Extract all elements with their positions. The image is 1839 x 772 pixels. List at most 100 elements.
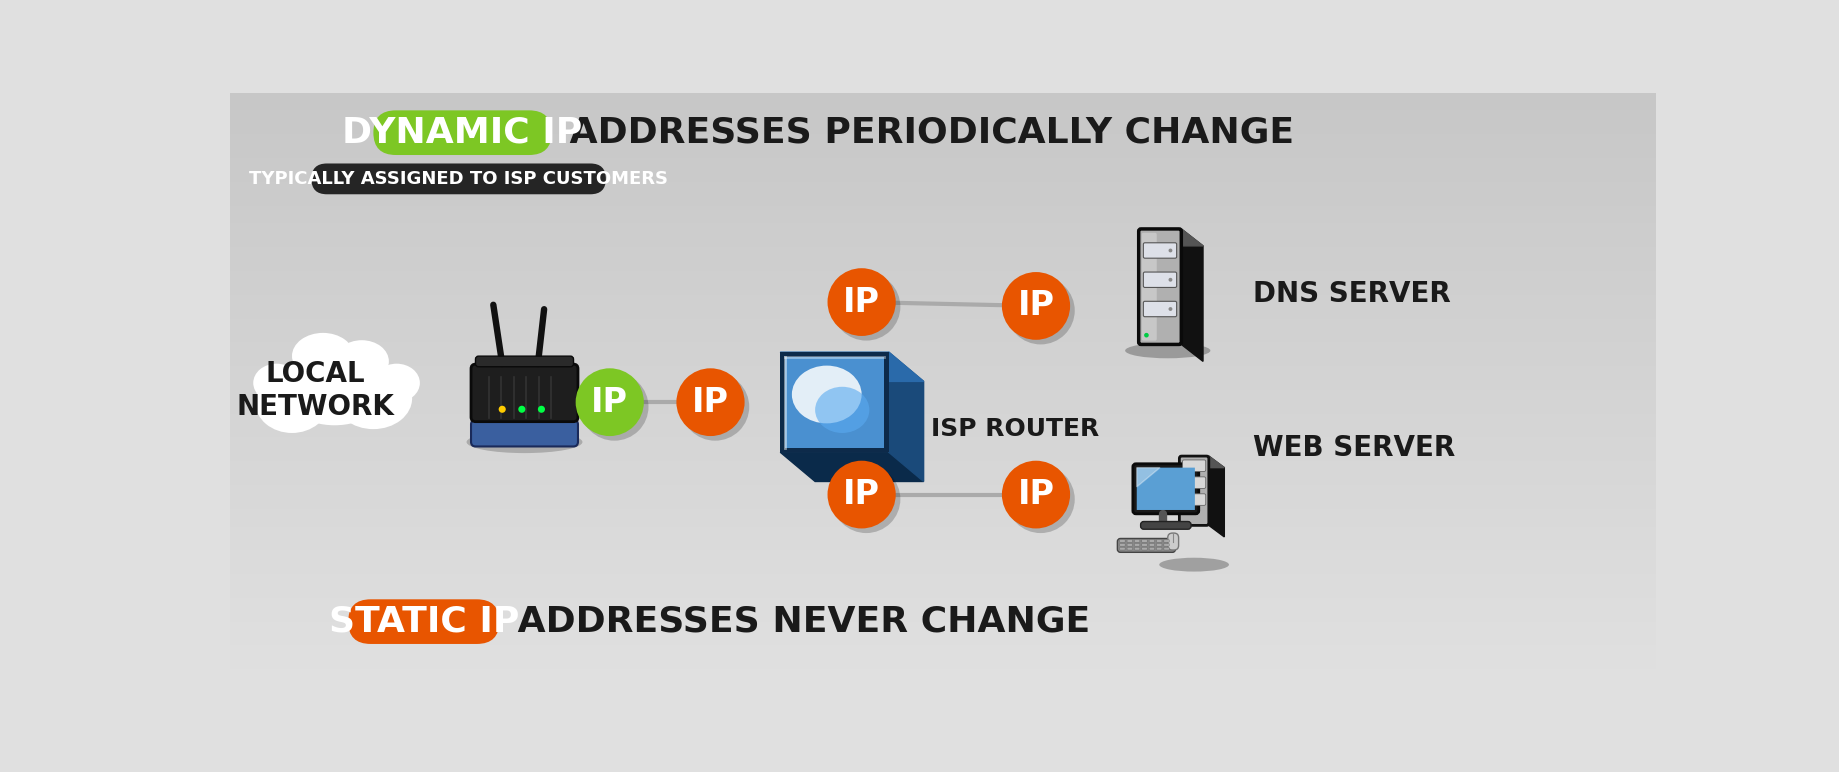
Ellipse shape (1159, 557, 1228, 571)
Bar (230, 93, 1655, 99)
Ellipse shape (280, 348, 388, 425)
Bar (230, 432, 1655, 438)
Bar (230, 152, 1655, 158)
Bar (230, 414, 1655, 420)
FancyBboxPatch shape (1168, 533, 1179, 550)
Bar (230, 117, 1655, 122)
Bar (230, 604, 1655, 610)
Bar (230, 259, 1655, 265)
Bar (230, 342, 1655, 348)
Bar (230, 306, 1655, 313)
Bar (230, 420, 1655, 425)
Text: IP: IP (1017, 290, 1054, 323)
Circle shape (1144, 333, 1148, 337)
FancyBboxPatch shape (1179, 456, 1208, 526)
Bar (230, 158, 1655, 164)
Bar (230, 122, 1655, 128)
FancyBboxPatch shape (1133, 464, 1197, 514)
Bar (230, 544, 1655, 550)
Circle shape (1002, 461, 1070, 529)
Bar (230, 229, 1655, 235)
Bar (230, 128, 1655, 134)
FancyBboxPatch shape (373, 110, 552, 155)
Bar (230, 610, 1655, 616)
Ellipse shape (467, 431, 583, 453)
Bar (230, 313, 1655, 319)
Text: ADDRESSES PERIODICALLY CHANGE: ADDRESSES PERIODICALLY CHANGE (557, 116, 1293, 150)
Bar (230, 283, 1655, 289)
Bar (230, 461, 1655, 467)
Bar (230, 265, 1655, 271)
Bar (230, 212, 1655, 218)
FancyBboxPatch shape (1182, 494, 1205, 506)
Bar (230, 497, 1655, 503)
FancyBboxPatch shape (1182, 477, 1205, 489)
FancyBboxPatch shape (474, 356, 574, 367)
Text: IP: IP (842, 286, 879, 319)
Bar (230, 360, 1655, 366)
FancyBboxPatch shape (1127, 547, 1131, 550)
Bar (230, 200, 1655, 205)
Bar (230, 141, 1655, 146)
Bar (230, 408, 1655, 414)
Polygon shape (1208, 456, 1223, 537)
Ellipse shape (335, 367, 412, 429)
Bar (230, 247, 1655, 253)
FancyBboxPatch shape (1149, 547, 1153, 550)
FancyBboxPatch shape (1120, 543, 1124, 546)
FancyBboxPatch shape (311, 164, 605, 195)
Bar (230, 485, 1655, 491)
Bar (230, 455, 1655, 461)
Polygon shape (1181, 229, 1203, 361)
FancyBboxPatch shape (1135, 547, 1138, 550)
Ellipse shape (791, 366, 861, 423)
Bar (230, 586, 1655, 592)
Circle shape (831, 466, 899, 533)
Bar (230, 295, 1655, 300)
Bar (230, 401, 1655, 408)
Ellipse shape (256, 371, 329, 433)
Bar (230, 491, 1655, 497)
FancyBboxPatch shape (1182, 460, 1205, 472)
Circle shape (1168, 307, 1171, 311)
FancyBboxPatch shape (1157, 543, 1160, 546)
Text: WEB SERVER: WEB SERVER (1252, 435, 1455, 462)
Text: LOCAL
NETWORK: LOCAL NETWORK (235, 361, 394, 421)
Text: ISP ROUTER: ISP ROUTER (931, 417, 1100, 441)
Bar (230, 170, 1655, 176)
Polygon shape (1138, 229, 1203, 245)
Bar (230, 319, 1655, 324)
FancyBboxPatch shape (471, 364, 577, 422)
Text: IP: IP (691, 386, 728, 418)
Circle shape (519, 406, 526, 413)
Text: IP: IP (1017, 478, 1054, 511)
Ellipse shape (1124, 343, 1210, 358)
FancyBboxPatch shape (1157, 540, 1160, 542)
Bar (230, 527, 1655, 533)
FancyBboxPatch shape (1157, 547, 1160, 550)
Bar (230, 438, 1655, 443)
Bar (230, 520, 1655, 527)
Bar (230, 449, 1655, 455)
Bar (230, 652, 1655, 657)
Bar (230, 277, 1655, 283)
Bar (230, 146, 1655, 152)
Polygon shape (780, 352, 923, 381)
Bar (230, 289, 1655, 295)
FancyBboxPatch shape (1142, 272, 1175, 287)
Bar (230, 425, 1655, 432)
Bar (230, 467, 1655, 473)
FancyBboxPatch shape (1142, 242, 1175, 258)
Bar (230, 366, 1655, 372)
Polygon shape (1137, 468, 1159, 487)
Bar (230, 557, 1655, 562)
Bar (230, 676, 1655, 681)
Bar (230, 621, 1655, 628)
Circle shape (1168, 278, 1171, 282)
Text: DYNAMIC IP: DYNAMIC IP (342, 116, 583, 150)
Bar (230, 181, 1655, 188)
Bar (230, 396, 1655, 401)
FancyBboxPatch shape (1120, 540, 1124, 542)
Circle shape (828, 461, 896, 529)
Text: STATIC IP: STATIC IP (329, 604, 519, 638)
